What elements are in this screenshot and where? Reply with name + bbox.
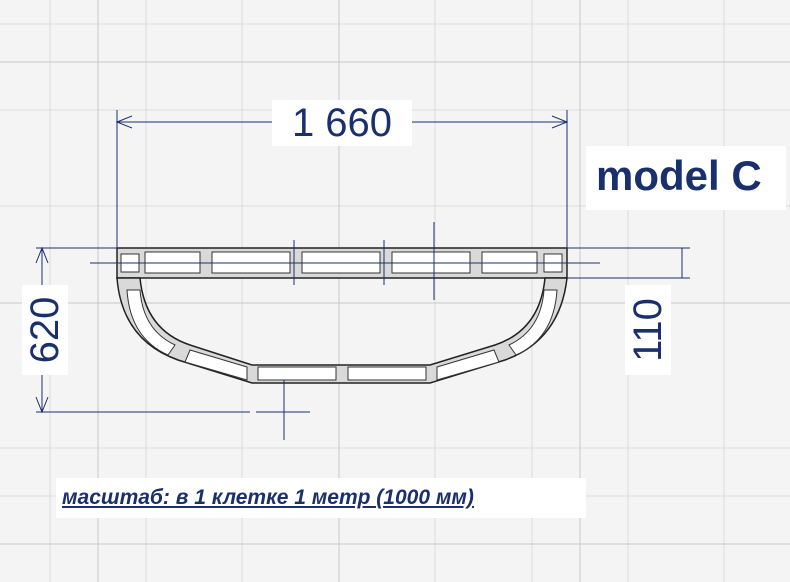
front-depth-dimension [567,247,690,279]
width-label: 1 660 [291,101,393,145]
front-label: 110 [626,298,670,362]
depth-label-box: 620 [22,285,68,375]
scale-note: масштаб: в 1 клетке 1 метр (1000 мм) [56,478,586,518]
width-label-box: 1 660 [272,100,412,146]
depth-dimension [35,246,250,414]
center-marks [90,222,600,440]
width-dimension [115,110,569,248]
model-title: model C [586,146,786,210]
curved-panels [126,289,558,381]
front-label-box: 110 [625,285,671,375]
depth-label: 620 [23,296,67,364]
curved-back [116,277,568,384]
